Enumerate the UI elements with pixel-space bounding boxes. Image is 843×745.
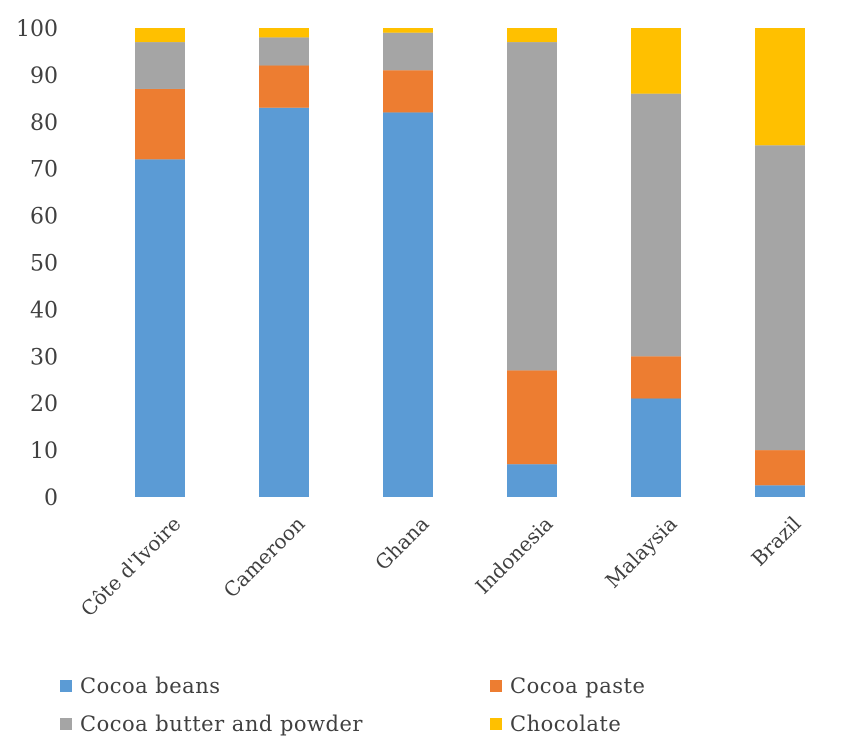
y-tick-label-50: 50 bbox=[30, 252, 58, 277]
x-tick-label-brazil: Brazil bbox=[746, 512, 805, 571]
legend-label-cocoa-beans: Cocoa beans bbox=[80, 674, 221, 698]
y-tick-label-60: 60 bbox=[30, 205, 58, 230]
bar-cocoa-paste-indonesia bbox=[507, 370, 557, 465]
legend-label-cocoa-paste: Cocoa paste bbox=[510, 674, 646, 698]
stacked-bar-chart: 0 10 20 30 40 50 60 70 80 90 100 Côte d'Ivoire Came… bbox=[16, 17, 806, 621]
y-tick-label-80: 80 bbox=[30, 111, 58, 136]
y-tick-label-40: 40 bbox=[30, 298, 58, 323]
x-tick-label-indonesia: Indonesia bbox=[471, 512, 558, 599]
bar-cocoa-paste-c-te-d-ivoire bbox=[135, 88, 185, 160]
y-tick-label-90: 90 bbox=[30, 64, 58, 89]
legend-swatch-chocolate bbox=[490, 718, 502, 730]
bar-chocolate-malaysia bbox=[631, 28, 681, 94]
bar-cocoa-beans-c-te-d-ivoire bbox=[135, 159, 185, 497]
x-tick-label-cameroon: Cameroon bbox=[219, 511, 310, 602]
legend-item-chocolate: Chocolate bbox=[490, 712, 621, 736]
y-tick-label-100: 100 bbox=[16, 17, 58, 42]
bar-cocoa-butter-and-powder-ghana bbox=[383, 32, 433, 71]
legend-label-chocolate: Chocolate bbox=[510, 712, 622, 736]
bar-cocoa-paste-ghana bbox=[383, 70, 433, 113]
legend-item-cocoa-paste: Cocoa paste bbox=[490, 674, 645, 698]
bar-cocoa-beans-indonesia bbox=[507, 464, 557, 497]
bar-chocolate-c-te-d-ivoire bbox=[135, 28, 185, 43]
legend: Cocoa beans Cocoa paste Cocoa butter and… bbox=[60, 670, 800, 742]
y-tick-label-70: 70 bbox=[30, 158, 58, 183]
bar-cocoa-beans-ghana bbox=[383, 112, 433, 498]
bar-cocoa-paste-malaysia bbox=[631, 356, 681, 399]
y-tick-label-0: 0 bbox=[44, 486, 58, 511]
bar-cocoa-beans-malaysia bbox=[631, 398, 681, 497]
bar-chocolate-indonesia bbox=[507, 28, 557, 43]
y-tick-label-30: 30 bbox=[30, 345, 58, 370]
bar-cocoa-butter-and-powder-brazil bbox=[755, 145, 805, 451]
bar-cocoa-butter-and-powder-c-te-d-ivoire bbox=[135, 42, 185, 89]
x-tick-label-ghana: Ghana bbox=[370, 512, 433, 575]
y-tick-label-10: 10 bbox=[30, 439, 58, 464]
bar-cocoa-butter-and-powder-indonesia bbox=[507, 42, 557, 371]
y-axis: 0 10 20 30 40 50 60 70 80 90 100 bbox=[16, 17, 58, 511]
bar-chocolate-brazil bbox=[755, 28, 805, 146]
legend-label-cocoa-butter-and-powder: Cocoa butter and powder bbox=[80, 712, 363, 736]
x-tick-label-c-te-d-ivoire: Côte d'Ivoire bbox=[76, 512, 186, 622]
bar-cocoa-paste-cameroon bbox=[259, 65, 309, 108]
legend-swatch-cocoa-butter-and-powder bbox=[60, 718, 72, 730]
y-tick-label-20: 20 bbox=[30, 392, 58, 417]
legend-item-cocoa-beans: Cocoa beans bbox=[60, 674, 221, 698]
bar-series bbox=[135, 28, 805, 498]
bar-cocoa-butter-and-powder-malaysia bbox=[631, 93, 681, 357]
bar-cocoa-butter-and-powder-cameroon bbox=[259, 37, 309, 66]
x-axis: Côte d'Ivoire Cameroon Ghana Indonesia Malay… bbox=[76, 511, 806, 621]
legend-item-cocoa-butter-and-powder: Cocoa butter and powder bbox=[60, 712, 363, 736]
bar-cocoa-beans-brazil bbox=[755, 485, 805, 497]
legend-swatch-cocoa-beans bbox=[60, 680, 72, 692]
bar-cocoa-beans-cameroon bbox=[259, 107, 309, 497]
bar-chocolate-cameroon bbox=[259, 28, 309, 38]
bar-cocoa-paste-brazil bbox=[755, 450, 805, 486]
bar-chocolate-ghana bbox=[383, 28, 433, 33]
legend-swatch-cocoa-paste bbox=[490, 680, 502, 692]
x-tick-label-malaysia: Malaysia bbox=[600, 512, 681, 593]
